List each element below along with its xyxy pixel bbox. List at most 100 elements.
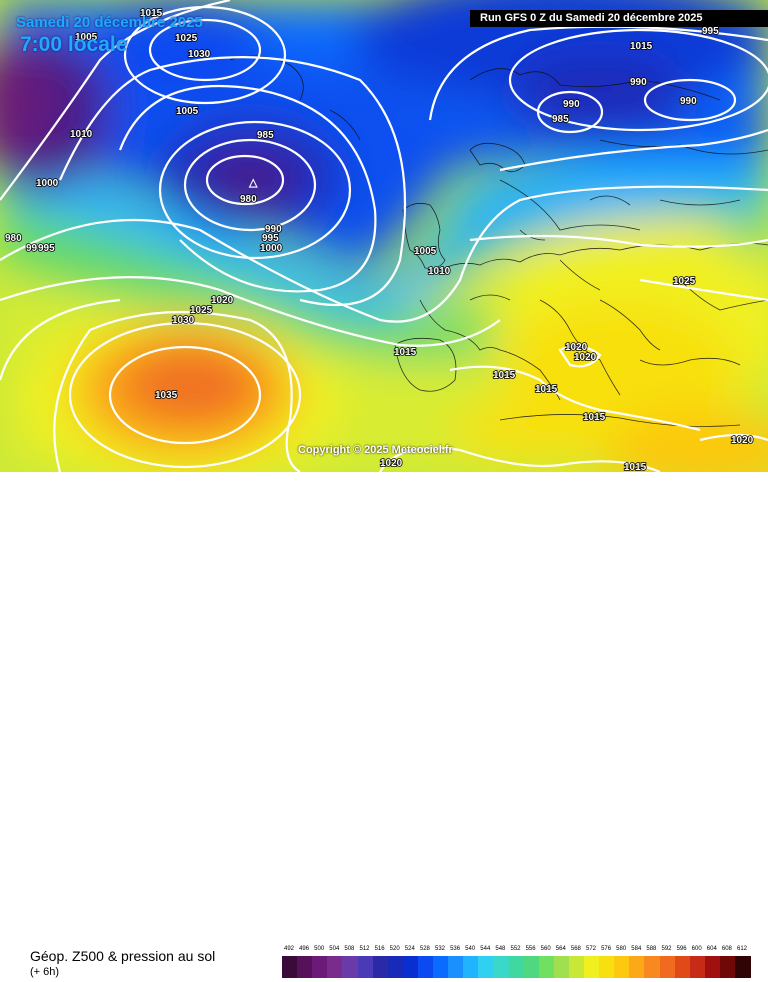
legend-label: 492 bbox=[283, 946, 294, 952]
coastlines bbox=[229, 55, 768, 427]
pressure-label: 990 bbox=[265, 224, 282, 235]
color-scale-legend: 492 496 500 504 508 512 516 520 524 528 532 536 540 5… bbox=[282, 946, 752, 982]
legend-label: 556 bbox=[525, 946, 536, 952]
legend-swatch bbox=[553, 956, 570, 978]
pressure-label: 99 bbox=[26, 243, 38, 254]
isobars bbox=[0, 0, 768, 472]
legend-swatch bbox=[719, 956, 736, 978]
legend-label: 548 bbox=[495, 946, 506, 952]
pressure-label: 1020 bbox=[565, 342, 588, 353]
pressure-label: 1035 bbox=[155, 390, 178, 401]
legend-swatch bbox=[372, 956, 389, 978]
pressure-label: 1020 bbox=[574, 352, 597, 363]
copyright-text: Copyright © 2025 Meteociel.fr bbox=[298, 444, 453, 456]
product-title: Géop. Z500 & pression au sol bbox=[30, 948, 216, 964]
legend-label: 604 bbox=[706, 946, 717, 952]
forecast-date: Samedi 20 décembre 2025 bbox=[16, 14, 203, 31]
pressure-label: 985 bbox=[257, 130, 274, 141]
pressure-label: 1025 bbox=[673, 276, 696, 287]
legend-swatch bbox=[704, 956, 721, 978]
legend-label: 540 bbox=[465, 946, 476, 952]
legend-label: 552 bbox=[510, 946, 521, 952]
weather-map: △ 10151025103010101005100098598099099510… bbox=[0, 0, 768, 472]
legend-swatch bbox=[523, 956, 540, 978]
legend-swatch bbox=[644, 956, 660, 978]
pressure-label: 1015 bbox=[140, 8, 163, 19]
legend-label: 504 bbox=[329, 946, 340, 952]
pressure-label: 990 bbox=[630, 77, 647, 88]
geopotential-field bbox=[0, 0, 768, 472]
forecast-time: 7:00 locale bbox=[20, 33, 128, 56]
legend-swatch bbox=[282, 956, 298, 978]
legend-swatch bbox=[629, 956, 645, 978]
pressure-label: 995 bbox=[702, 26, 719, 37]
legend-label: 572 bbox=[585, 946, 596, 952]
legend-label: 508 bbox=[344, 946, 355, 952]
legend-label: 612 bbox=[736, 946, 747, 952]
legend-swatch bbox=[433, 956, 449, 978]
legend-label: 500 bbox=[314, 946, 325, 952]
legend-label: 496 bbox=[299, 946, 310, 952]
pressure-label: 1005 bbox=[176, 106, 199, 117]
legend-swatch bbox=[387, 956, 404, 978]
legend-swatch bbox=[538, 956, 555, 978]
legend-swatch bbox=[674, 956, 691, 978]
pressure-label: 1020 bbox=[731, 435, 754, 446]
legend-label: 580 bbox=[616, 946, 627, 952]
legend-swatch bbox=[599, 956, 615, 978]
pressure-label: 990 bbox=[680, 96, 697, 107]
legend-swatch bbox=[584, 956, 600, 978]
legend-label: 536 bbox=[450, 946, 461, 952]
legend-label: 592 bbox=[661, 946, 672, 952]
legend-label: 532 bbox=[434, 946, 445, 952]
legend-swatch bbox=[568, 956, 585, 978]
pressure-label: 980 bbox=[240, 194, 257, 205]
legend-swatch bbox=[659, 956, 676, 978]
legend-swatch bbox=[614, 956, 630, 978]
pressure-label: 1015 bbox=[493, 370, 516, 381]
legend-swatch bbox=[478, 956, 494, 978]
legend-swatch bbox=[342, 956, 358, 978]
pressure-label: 985 bbox=[552, 114, 569, 125]
legend-label: 600 bbox=[691, 946, 702, 952]
lead-time: (+ 6h) bbox=[30, 966, 60, 978]
pressure-label: 1015 bbox=[624, 462, 647, 472]
pressure-label: 1015 bbox=[630, 41, 653, 52]
pressure-label: 995 bbox=[38, 243, 55, 254]
legend-label: 596 bbox=[676, 946, 687, 952]
pressure-labels: 1015102510301010100510009859809909951000… bbox=[4, 7, 754, 472]
legend-label: 524 bbox=[404, 946, 415, 952]
pressure-label: 1015 bbox=[535, 384, 558, 395]
pressure-label: 1030 bbox=[172, 315, 195, 326]
pressure-label: 1020 bbox=[211, 295, 234, 306]
pressure-label: 1025 bbox=[175, 33, 198, 44]
legend-swatch bbox=[689, 956, 706, 978]
footer-bar: Géop. Z500 & pression au sol (+ 6h) 492 4… bbox=[0, 472, 768, 978]
legend-swatch bbox=[493, 956, 509, 978]
pressure-label: 1020 bbox=[380, 458, 403, 469]
pressure-label: 1010 bbox=[428, 266, 451, 277]
legend-swatch bbox=[508, 956, 525, 978]
legend-swatch bbox=[417, 956, 434, 978]
legend-swatch bbox=[402, 956, 419, 978]
legend-swatch bbox=[327, 956, 343, 978]
pressure-label: 1000 bbox=[260, 243, 283, 254]
pressure-label: 995 bbox=[262, 233, 279, 244]
pressure-label: 980 bbox=[5, 233, 22, 244]
legend-swatch bbox=[297, 956, 313, 978]
pressure-label: 1025 bbox=[190, 305, 213, 316]
legend-swatch bbox=[448, 956, 464, 978]
pressure-label: 1015 bbox=[394, 347, 417, 358]
pressure-label: 990 bbox=[563, 99, 580, 110]
pressure-label: 1005 bbox=[75, 32, 98, 43]
legend-swatch bbox=[735, 956, 751, 978]
legend-label: 568 bbox=[570, 946, 581, 952]
legend-label: 544 bbox=[480, 946, 491, 952]
pressure-label: 1005 bbox=[414, 246, 437, 257]
pressure-label: 1030 bbox=[188, 49, 211, 60]
legend-label: 584 bbox=[631, 946, 642, 952]
legend-label: 564 bbox=[555, 946, 566, 952]
legend-label: 560 bbox=[540, 946, 551, 952]
pressure-label: 1010 bbox=[70, 129, 93, 140]
low-center-icon: △ bbox=[248, 177, 258, 189]
